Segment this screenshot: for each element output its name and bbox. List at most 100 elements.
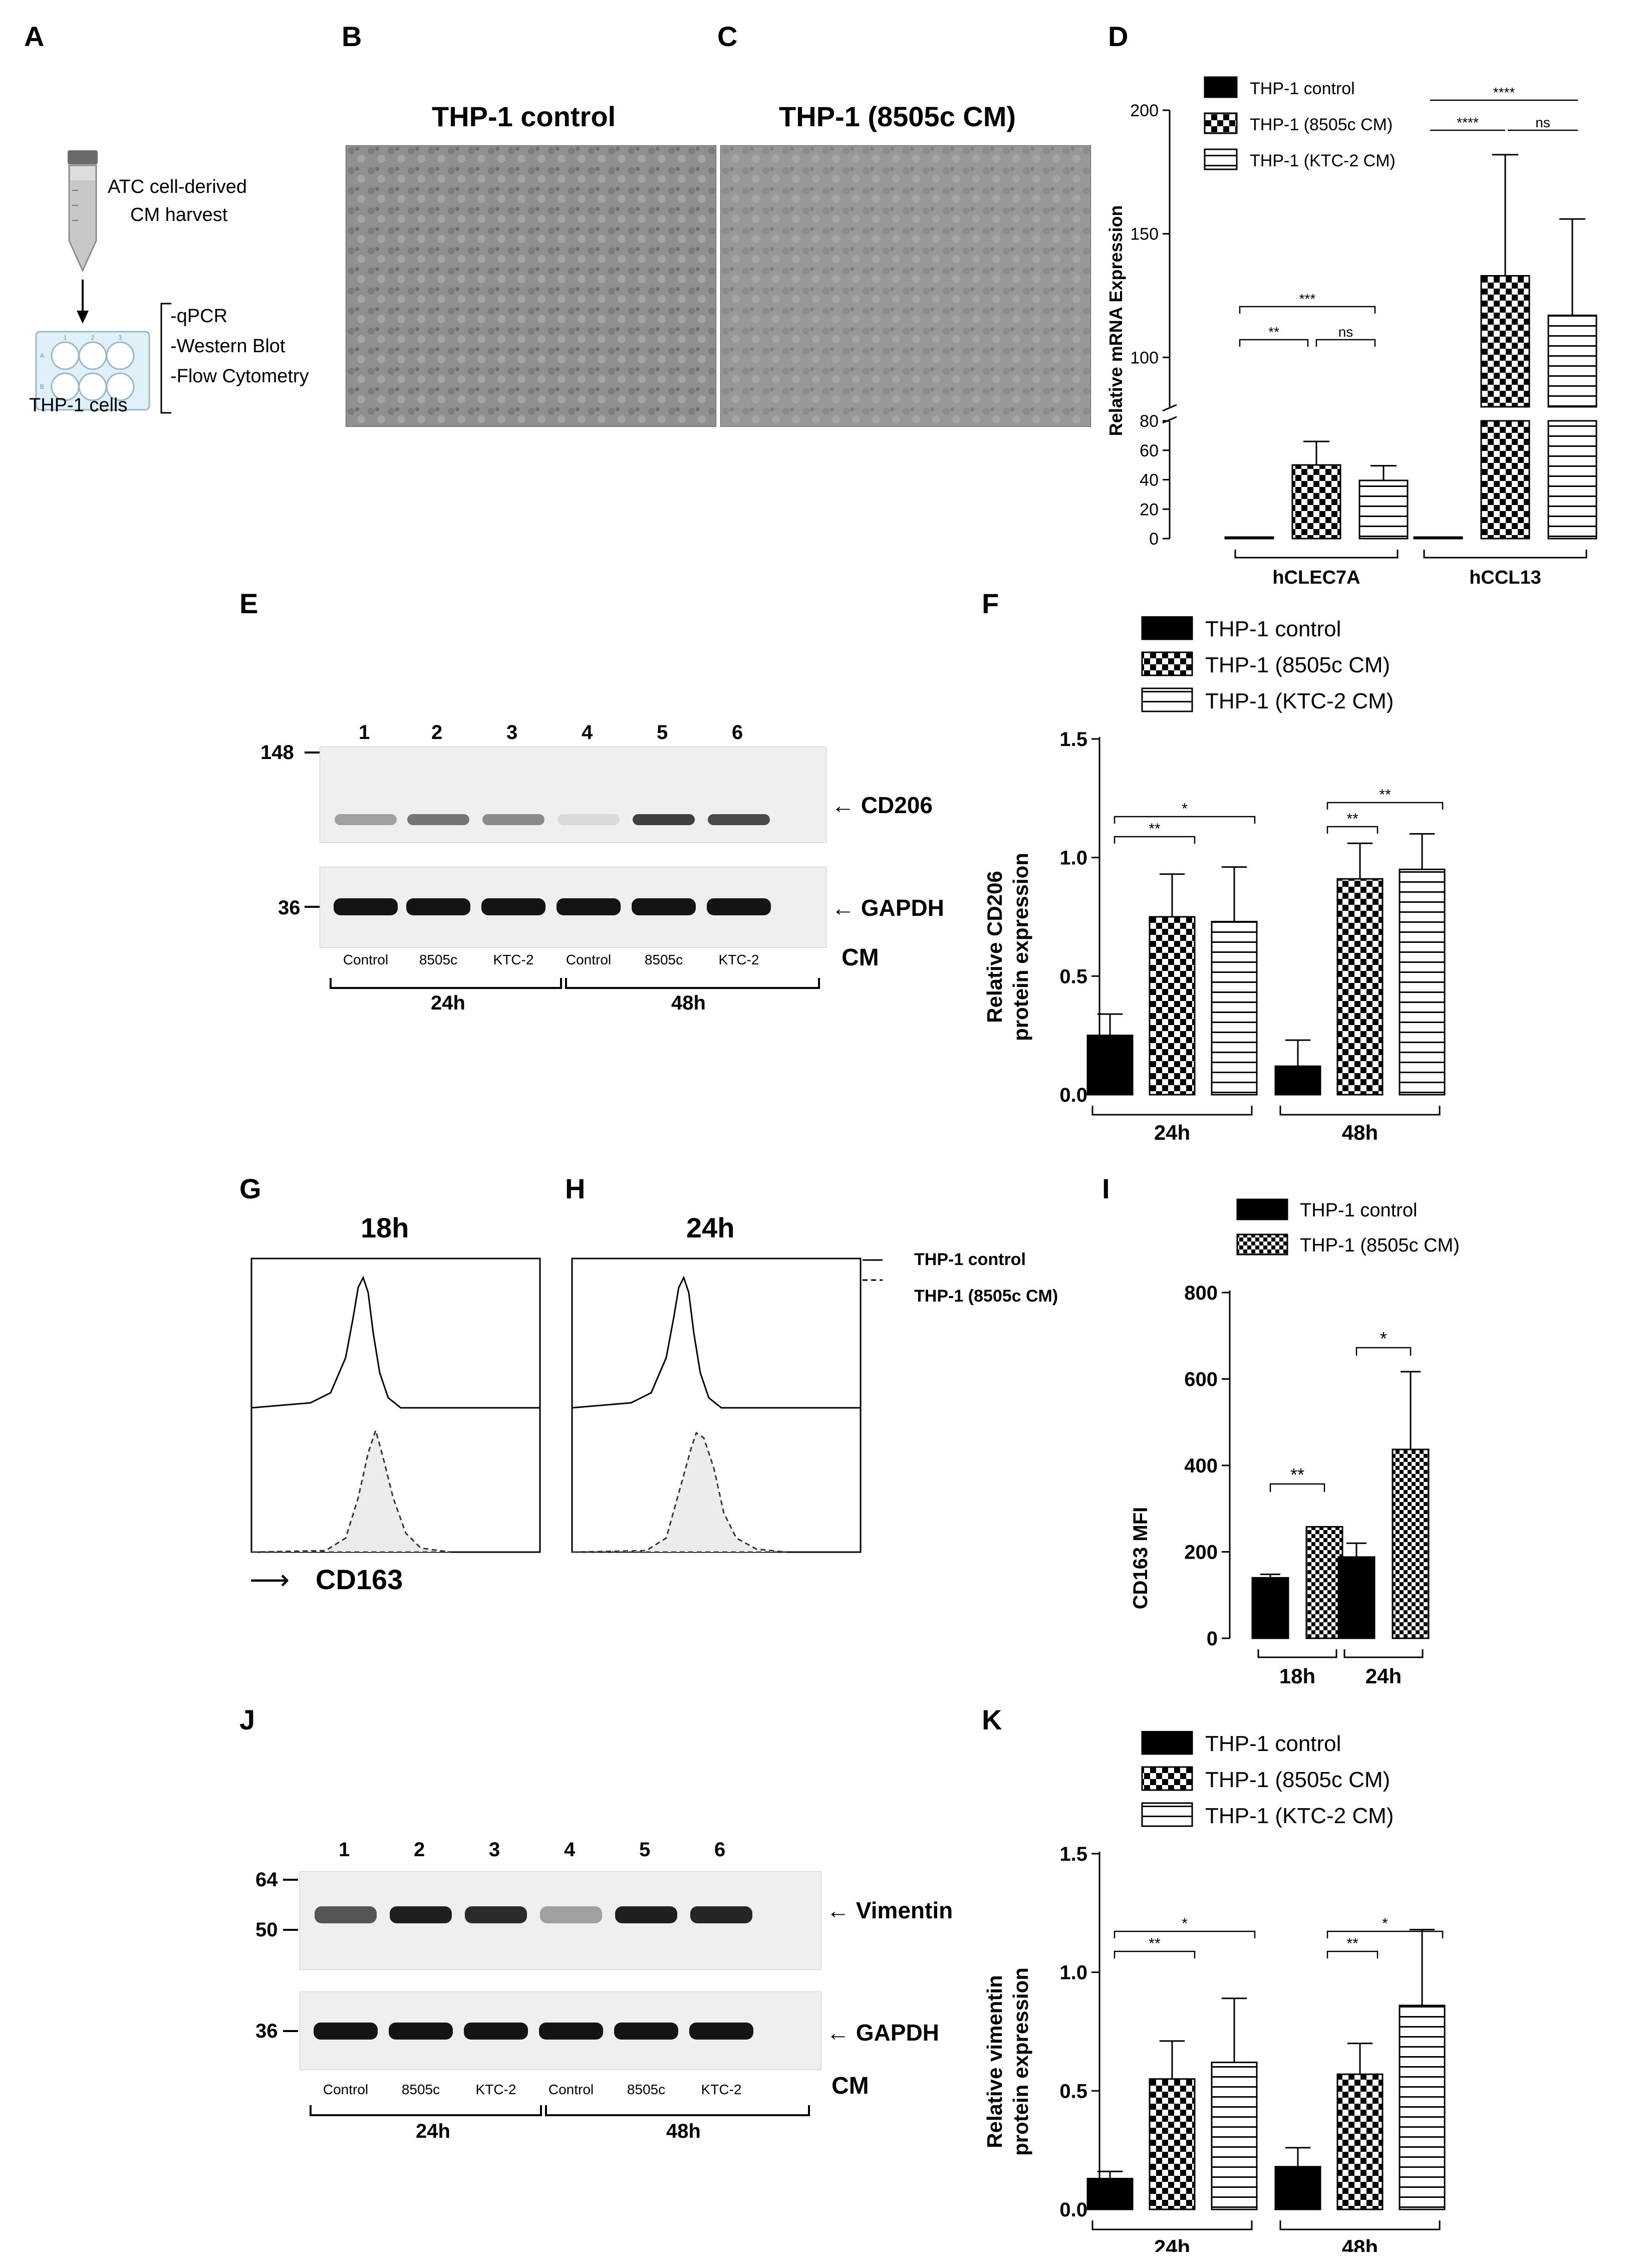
band-top [465,1906,527,1923]
legend-label: THP-1 control [1250,79,1355,98]
significance-bracket [1326,1930,1444,1938]
tube-icon [68,150,98,273]
assay-flow: -Flow Cytometry [170,366,309,387]
y-tick-label: 40 [1140,471,1159,490]
category-bracket [1279,1106,1441,1116]
band-top [708,814,770,825]
panel-a-schematic: ATC cell-derived CM harvest 1 2 3 A B -q… [20,140,331,441]
condition-label: Control [548,2082,594,2097]
significance-label: * [1380,1328,1387,1349]
bar [1547,420,1597,540]
legend-swatch [1141,1731,1193,1755]
y-tick-label: 0 [1207,1628,1218,1650]
significance-label: ns [1338,324,1353,340]
chart-d: Relative mRNA Expression 0 20 40 60 80 100 150… [1106,76,1597,588]
bar [1251,1577,1289,1639]
y-tick-label: 1.0 [1059,1962,1087,1984]
condition-label: Control [323,2082,369,2097]
label-cd206: CD206 [861,792,933,818]
lane-number: 5 [657,721,668,743]
mw-36-j: 36 [255,2020,278,2042]
bar-break-gap [1480,408,1530,420]
lane-number: 2 [431,721,443,743]
y-tick-label: 20 [1140,500,1159,519]
y-tick-label: 0.5 [1059,2080,1087,2102]
band-top [407,814,469,825]
bar [1086,1035,1134,1096]
legend-label: THP-1 control [1205,617,1341,641]
significance-bracket [1269,1483,1325,1492]
lane-number: 6 [714,1839,726,1861]
y-tick-label: 80 [1140,412,1159,431]
arrow-gapdh-j: ← GAPDH [827,2020,939,2046]
condition-label: KTC-2 [475,2082,516,2097]
down-arrow-icon [77,280,89,324]
condition-label: KTC-2 [718,952,759,967]
y-tick-label: 100 [1130,348,1159,367]
y-tick-label: 200 [1184,1542,1218,1564]
band-gapdh [314,2023,378,2040]
significance-bracket [1239,306,1376,314]
bar-break-gap [1547,408,1597,420]
label-gapdh-e: GAPDH [861,895,944,921]
significance-label: ns [1535,115,1550,130]
legend-swatch [1204,112,1238,134]
bar [1399,868,1446,1096]
western-j: 64 50 36 ← Vimentin ← GAPDH CM 24h 48h 1… [255,1829,977,2159]
category-label: 24h [1365,1664,1402,1688]
panel-letter-a: A [24,21,45,52]
bar [1291,464,1341,540]
legend-swatch [1236,1233,1288,1256]
band-gapdh [539,2023,603,2040]
timepoint-48h-e: 48h [671,992,706,1014]
bar [1336,2073,1384,2210]
lane-number: 5 [639,1839,651,1861]
bar [1413,536,1463,540]
chart-k-ylabel-2: protein expression [1009,1967,1032,2156]
category-label: 48h [1342,1121,1378,1144]
chart-f: Relative CD206 protein expression 0.0 0.5… [983,616,1446,1144]
significance-bracket [1315,339,1376,347]
y-tick-label: 150 [1130,225,1159,244]
category-label: hCCL13 [1469,567,1541,588]
plate-col-label: 1 [64,334,67,341]
category-bracket [1423,550,1587,559]
legend-swatch [1141,651,1193,676]
bar [1392,1448,1430,1639]
well-plate-icon: 1 2 3 A B [35,331,150,411]
condition-label: 8505c [644,952,683,967]
significance-label: ** [1379,787,1391,803]
significance-bracket [1114,1950,1196,1958]
significance-bracket [1114,1930,1256,1938]
bar [1224,536,1274,540]
mw-148: 148 [260,741,294,764]
flow-h-title: 24h [686,1212,735,1243]
bar [1399,2004,1446,2210]
panel-letter-f: F [982,588,999,619]
y-tick-label: 0.5 [1059,965,1087,987]
bar [1547,314,1597,408]
legend-swatch [1204,148,1238,170]
category-label: 24h [1154,2235,1190,2252]
band-top [482,814,544,825]
chart-i-ylabel: CD163 MFI [1130,1507,1152,1610]
plate-col-label: 3 [119,334,122,341]
bar [1305,1526,1343,1639]
plate-col-label: 2 [91,334,95,341]
flow-legend-control: THP-1 control [914,1250,1026,1269]
significance-bracket [1114,836,1196,844]
legend-label: THP-1 (8505c CM) [1300,1235,1460,1256]
significance-label: ** [1149,821,1161,837]
chart-f-ylabel-2: protein expression [1009,853,1032,1041]
significance-bracket [1239,339,1309,347]
arrow-gapdh-e: ← GAPDH [832,895,944,921]
panel-letter-h: H [565,1173,586,1204]
significance-label: *** [1299,291,1316,307]
chart-d-ylabel: Relative mRNA Expression [1106,205,1126,436]
assay-bracket [160,303,171,414]
arrow-vimentin: ← Vimentin [827,1897,953,1923]
plate-label: THP-1 cells [29,395,128,416]
significance-bracket [1326,1950,1379,1958]
panel-letter-i: I [1102,1173,1110,1204]
panel-letter-d: D [1108,21,1129,52]
